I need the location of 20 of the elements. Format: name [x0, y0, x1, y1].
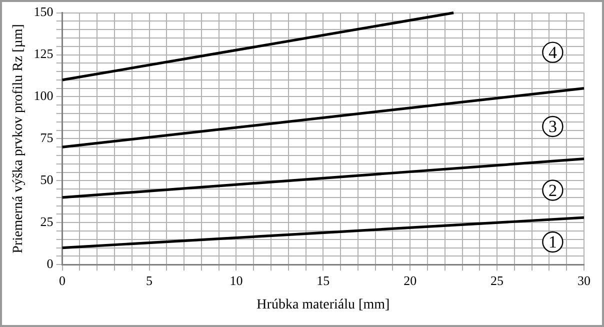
x-tick-label: 0	[59, 272, 66, 288]
series-label: 2	[548, 180, 557, 200]
y-tick-label: 25	[40, 214, 54, 230]
y-tick-label: 150	[34, 4, 54, 20]
x-tick-label: 20	[404, 272, 417, 288]
x-tick-label: 10	[230, 272, 243, 288]
y-tick-label: 125	[34, 46, 54, 62]
x-tick-label: 30	[578, 272, 590, 288]
y-tick-label: 75	[40, 130, 54, 146]
x-axis-title: Hrúbka materiálu [mm]	[256, 297, 390, 312]
y-tick-label: 100	[34, 88, 54, 104]
y-tick-label: 50	[40, 172, 54, 188]
x-tick-label: 25	[490, 272, 504, 288]
x-tick-label: 5	[146, 272, 152, 288]
series-label: 1	[548, 232, 557, 252]
y-axis-title: Priemerná výška prvkov profilu Rz [µm]	[11, 24, 26, 254]
series-label: 3	[548, 116, 557, 136]
text: 4	[548, 42, 558, 62]
y-tick-label: 0	[46, 256, 54, 272]
x-tick-label: 15	[316, 272, 330, 288]
